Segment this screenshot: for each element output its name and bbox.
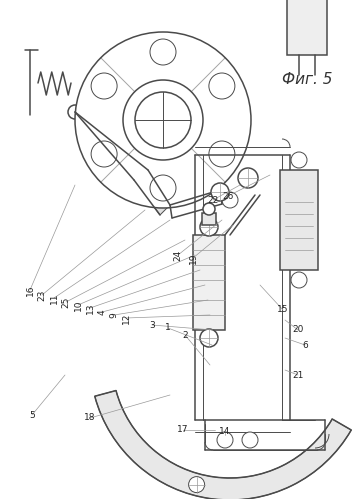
- Circle shape: [217, 432, 233, 448]
- Circle shape: [209, 73, 235, 99]
- Circle shape: [209, 141, 235, 167]
- Text: 22: 22: [207, 196, 219, 205]
- Bar: [193, 235, 225, 330]
- Circle shape: [75, 32, 251, 208]
- Bar: [280, 170, 318, 270]
- Circle shape: [291, 152, 307, 168]
- Circle shape: [200, 218, 218, 236]
- Text: 13: 13: [85, 302, 95, 314]
- Circle shape: [123, 80, 203, 160]
- Text: Фиг. 5: Фиг. 5: [282, 72, 333, 87]
- Text: 1: 1: [165, 323, 171, 332]
- Text: 6: 6: [302, 340, 308, 349]
- Polygon shape: [95, 391, 351, 499]
- Bar: [287, 0, 327, 55]
- Polygon shape: [75, 112, 170, 215]
- Circle shape: [68, 105, 82, 119]
- Text: 4: 4: [97, 309, 107, 315]
- Text: 2: 2: [182, 330, 188, 339]
- Circle shape: [150, 39, 176, 65]
- Circle shape: [135, 92, 191, 148]
- Text: 9: 9: [109, 312, 119, 318]
- Circle shape: [189, 477, 205, 493]
- Text: 18: 18: [84, 414, 96, 423]
- Bar: [202, 213, 216, 225]
- Text: 3: 3: [149, 320, 155, 329]
- Text: 5: 5: [29, 411, 35, 420]
- Circle shape: [211, 183, 229, 201]
- Text: 15: 15: [277, 305, 289, 314]
- Text: 20: 20: [292, 325, 304, 334]
- Circle shape: [150, 175, 176, 201]
- Text: 16: 16: [25, 284, 35, 296]
- Text: 17: 17: [177, 426, 189, 435]
- Text: 10: 10: [73, 299, 83, 311]
- Text: 21: 21: [292, 370, 304, 380]
- Bar: [283, 185, 315, 255]
- Circle shape: [242, 432, 258, 448]
- Text: 23: 23: [37, 289, 47, 301]
- Circle shape: [291, 272, 307, 288]
- Text: 14: 14: [219, 428, 231, 437]
- Text: 12: 12: [121, 312, 131, 324]
- Circle shape: [91, 73, 117, 99]
- Circle shape: [200, 329, 218, 347]
- Circle shape: [222, 192, 238, 208]
- Text: 24: 24: [174, 250, 183, 260]
- Circle shape: [238, 168, 258, 188]
- Text: 25: 25: [61, 296, 71, 308]
- Circle shape: [91, 141, 117, 167]
- Text: 11: 11: [49, 292, 59, 304]
- Text: 26: 26: [222, 192, 234, 201]
- Circle shape: [203, 203, 215, 215]
- Text: 19: 19: [189, 252, 197, 264]
